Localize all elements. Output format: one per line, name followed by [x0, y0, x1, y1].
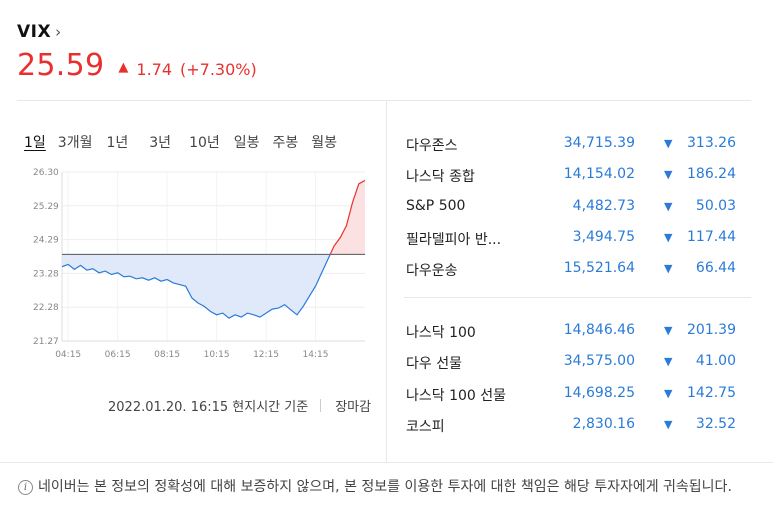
market-status: 장마감: [335, 400, 372, 415]
x-tick-label: 12:15: [253, 350, 279, 360]
as-of-timestamp: 2022.01.20. 16:15 현지시간 기준: [108, 400, 309, 415]
index-change: 117.44: [687, 228, 736, 245]
index-name[interactable]: 필라델피아 반...: [406, 231, 502, 248]
y-tick-label: 26.30: [33, 168, 59, 178]
index-name[interactable]: 나스닥 종합: [406, 169, 475, 186]
y-tick-label: 21.27: [33, 337, 59, 347]
price-row: 25.59 ▲ 1.74 (+7.30%): [17, 48, 257, 83]
panel-divider: [386, 100, 387, 462]
current-price: 25.59: [17, 48, 105, 83]
y-tick-label: 22.28: [33, 303, 59, 313]
area-above-baseline: [62, 180, 365, 255]
down-arrow-icon: ▼: [664, 324, 673, 337]
index-change: 50.03: [695, 197, 736, 214]
index-value: 3,494.75: [572, 228, 635, 245]
series-line-below: [62, 254, 331, 319]
header-divider: [17, 100, 751, 101]
index-name[interactable]: 나스닥 100 선물: [406, 387, 507, 404]
vix-intraday-chart[interactable]: 26.30 25.29 24.29 23.28 22.28 21.27 04:15 06:15…: [28, 162, 373, 368]
quote-header: VIX › 25.59 ▲ 1.74 (+7.30%): [17, 22, 257, 83]
tab-3m[interactable]: 3개월: [57, 135, 93, 151]
index-value: 14,846.46: [563, 322, 635, 338]
index-name[interactable]: S&P 500: [406, 197, 466, 214]
down-arrow-icon: ▼: [664, 386, 673, 400]
index-row-dow-futures[interactable]: 다우 선물 34,575.00 ▼ 41.00: [406, 347, 736, 378]
index-list-primary: 다우존스 34,715.39 ▼ 313.26 나스닥 종합 14,154.02…: [406, 129, 736, 285]
index-row-dow-transport[interactable]: 다우운송 15,521.64 ▼ 66.44: [406, 254, 736, 285]
index-name[interactable]: 다우 선물: [406, 356, 462, 373]
x-tick-label: 08:15: [154, 350, 180, 360]
tab-weekly[interactable]: 주봉: [272, 135, 299, 151]
index-name[interactable]: 코스피: [406, 418, 445, 435]
index-change: 66.44: [695, 260, 736, 277]
x-tick-label: 04:15: [55, 350, 81, 360]
disclaimer: i 네이버는 본 정보의 정확성에 대해 보증하지 않으며, 본 정보를 이용한 …: [18, 478, 758, 496]
tab-daily[interactable]: 일봉: [233, 135, 260, 151]
down-arrow-icon: ▼: [664, 137, 673, 150]
disclaimer-text: 네이버는 본 정보의 정확성에 대해 보증하지 않으며, 본 정보를 이용한 투…: [38, 479, 732, 495]
index-row-sp500[interactable]: S&P 500 4,482.73 ▼ 50.03: [406, 192, 736, 223]
symbol-link[interactable]: VIX ›: [17, 22, 257, 42]
index-name[interactable]: 나스닥 100: [406, 325, 476, 341]
x-tick-label: 10:15: [204, 350, 230, 360]
index-list-secondary: 나스닥 100 14,846.46 ▼ 201.39 다우 선물 34,575.…: [406, 316, 736, 441]
tab-3y[interactable]: 3년: [149, 135, 172, 151]
index-name[interactable]: 다우존스: [406, 138, 458, 154]
index-row-nasdaq100[interactable]: 나스닥 100 14,846.46 ▼ 201.39: [406, 316, 736, 347]
info-icon: i: [18, 480, 33, 495]
index-change: 32.52: [695, 415, 736, 432]
as-of-info: 2022.01.20. 16:15 현지시간 기준 장마감: [108, 396, 371, 415]
area-below-baseline: [62, 254, 331, 319]
period-tabs: 1일 3개월 1년 3년 10년 일봉 주봉 월봉: [24, 132, 337, 152]
down-arrow-icon: ▼: [664, 199, 673, 213]
index-name[interactable]: 다우운송: [406, 263, 458, 280]
index-change: 186.24: [687, 166, 736, 183]
down-arrow-icon: ▼: [664, 417, 673, 431]
price-change-pct: (+7.30%): [180, 60, 257, 79]
symbol-title[interactable]: VIX: [17, 22, 52, 42]
x-tick-label: 14:15: [303, 350, 329, 360]
footer-divider: [0, 462, 773, 463]
down-arrow-icon: ▼: [664, 262, 673, 276]
index-value: 14,698.25: [563, 384, 635, 401]
index-value: 34,715.39: [563, 135, 635, 151]
index-value: 34,575.00: [563, 353, 635, 370]
index-row-philadelphia-semi[interactable]: 필라델피아 반... 3,494.75 ▼ 117.44: [406, 223, 736, 254]
separator: [320, 399, 322, 412]
tab-1y[interactable]: 1년: [106, 135, 129, 151]
y-tick-label: 25.29: [33, 202, 59, 212]
tab-10y[interactable]: 10년: [189, 135, 220, 151]
index-row-nasdaq-composite[interactable]: 나스닥 종합 14,154.02 ▼ 186.24: [406, 160, 736, 191]
down-arrow-icon: ▼: [664, 355, 673, 369]
index-change: 142.75: [687, 384, 736, 401]
down-arrow-icon: ▼: [664, 230, 673, 244]
index-value: 14,154.02: [563, 166, 635, 183]
y-tick-label: 24.29: [33, 236, 59, 246]
y-tick-label: 23.28: [33, 269, 59, 279]
list-divider: [404, 297, 751, 298]
chevron-right-icon[interactable]: ›: [55, 23, 62, 41]
down-arrow-icon: ▼: [664, 168, 673, 182]
index-change: 201.39: [687, 322, 736, 338]
index-row-kospi[interactable]: 코스피 2,830.16 ▼ 32.52: [406, 410, 736, 441]
index-row-nasdaq100-futures[interactable]: 나스닥 100 선물 14,698.25 ▼ 142.75: [406, 379, 736, 410]
index-value: 15,521.64: [563, 260, 635, 277]
index-row-dow[interactable]: 다우존스 34,715.39 ▼ 313.26: [406, 129, 736, 160]
index-change: 313.26: [687, 135, 736, 151]
price-change: 1.74: [136, 60, 173, 79]
index-change: 41.00: [695, 353, 736, 370]
tab-monthly[interactable]: 월봉: [311, 135, 338, 151]
up-arrow-icon: ▲: [118, 60, 129, 75]
tab-1d[interactable]: 1일: [24, 135, 46, 151]
x-tick-label: 06:15: [105, 350, 131, 360]
index-value: 2,830.16: [572, 415, 635, 432]
index-value: 4,482.73: [572, 197, 635, 214]
